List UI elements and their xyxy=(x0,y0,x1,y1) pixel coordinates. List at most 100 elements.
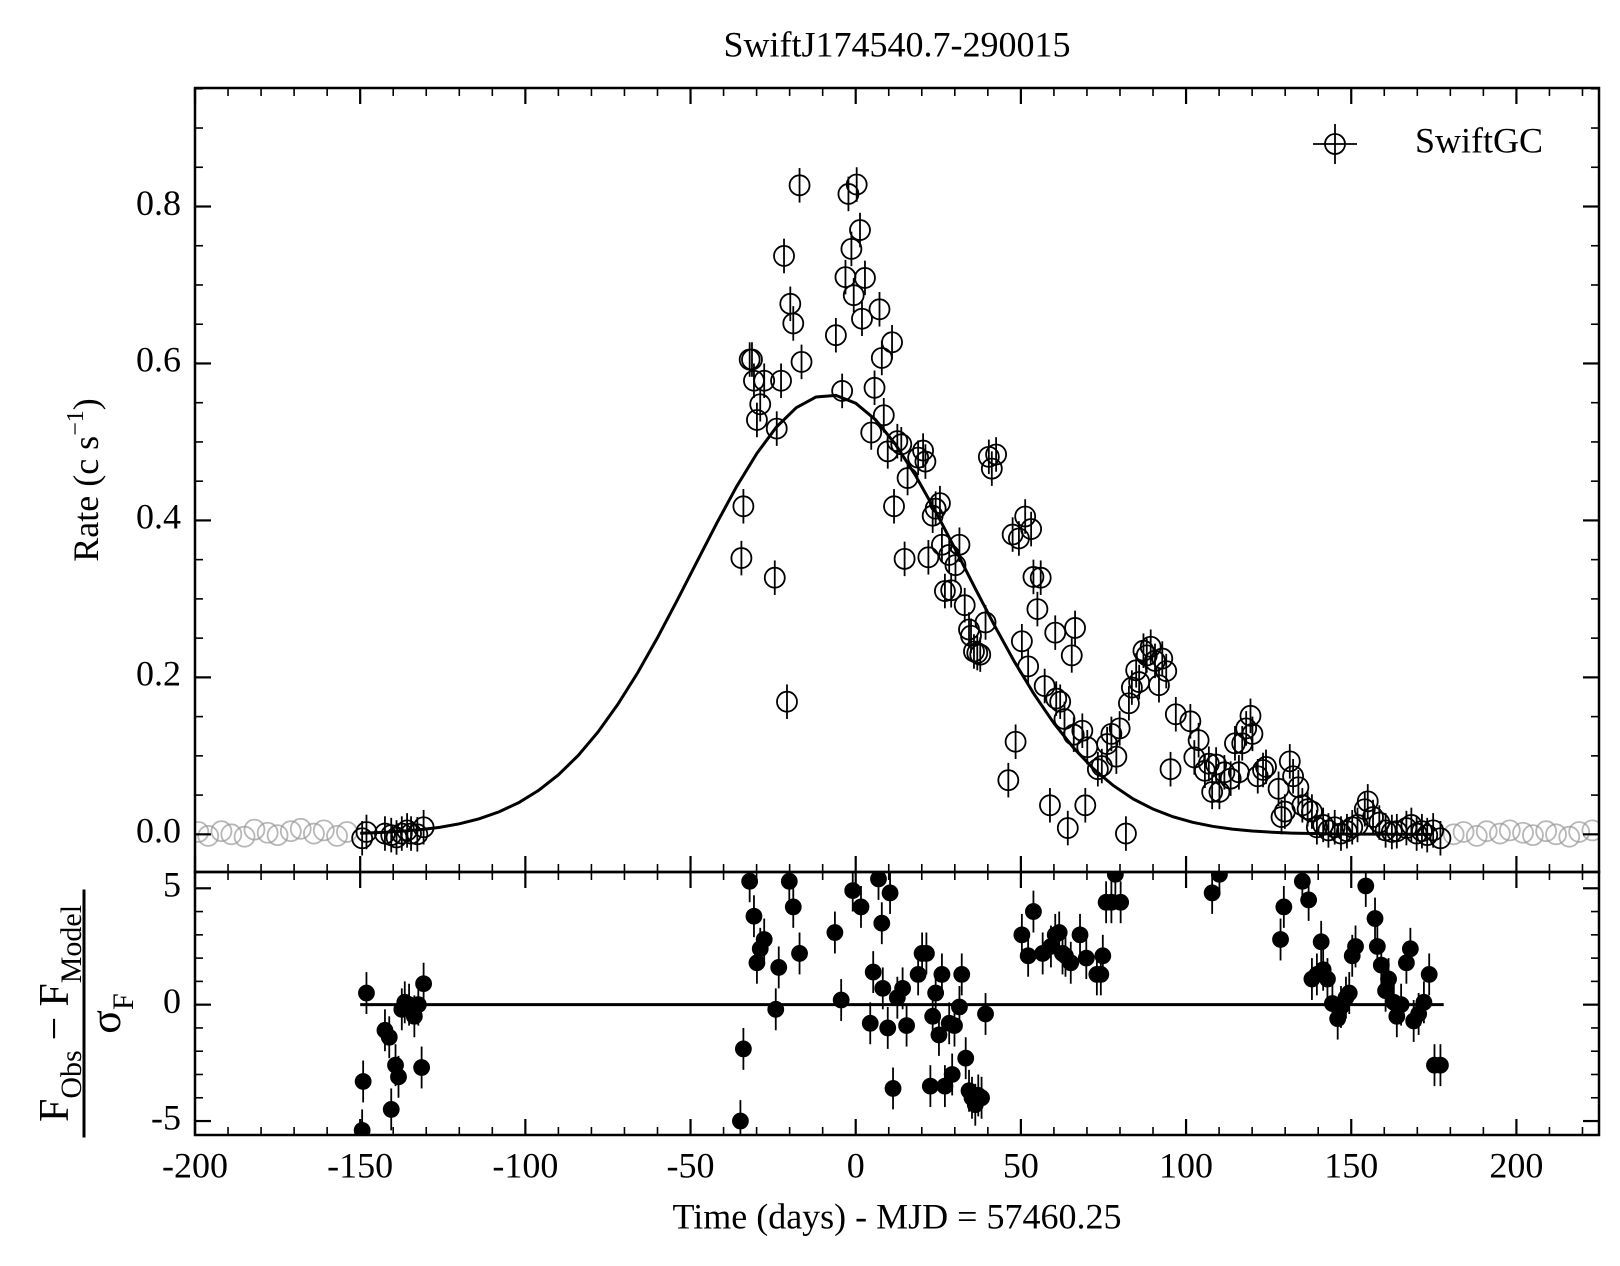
data-point xyxy=(355,821,378,843)
data-point xyxy=(1380,970,1397,988)
data-point xyxy=(412,816,435,839)
data-point xyxy=(782,312,805,335)
data-point xyxy=(1013,926,1031,944)
x-tick-label: -200 xyxy=(162,1145,228,1185)
data-point xyxy=(1159,758,1182,781)
data-point xyxy=(730,547,753,569)
data-point xyxy=(912,439,934,462)
data-point xyxy=(852,898,870,916)
plot-area xyxy=(195,167,1599,856)
data-point xyxy=(1106,872,1124,883)
data-point xyxy=(1432,1056,1449,1074)
data-point xyxy=(1112,893,1130,911)
data-point xyxy=(732,1112,749,1130)
data-point xyxy=(845,173,868,196)
data-point xyxy=(1019,947,1037,965)
x-tick-label: 50 xyxy=(1003,1145,1039,1185)
y-axis-label-part: F xyxy=(32,983,78,1006)
data-point xyxy=(874,979,892,997)
data-point xyxy=(921,1077,939,1095)
excluded-point xyxy=(256,821,279,844)
data-point xyxy=(1077,949,1095,967)
data-point xyxy=(1026,598,1049,620)
data-point xyxy=(831,380,854,402)
data-point xyxy=(1300,891,1318,909)
data-point xyxy=(770,369,792,392)
data-point xyxy=(948,533,971,556)
data-point xyxy=(854,267,876,289)
data-point xyxy=(1118,692,1140,715)
data-point xyxy=(1252,759,1274,781)
excluded-point xyxy=(195,821,210,843)
data-point xyxy=(864,963,882,981)
data-point xyxy=(1164,703,1187,726)
data-point xyxy=(1415,993,1433,1011)
data-point xyxy=(1401,940,1419,958)
data-point xyxy=(918,945,935,962)
data-point xyxy=(890,433,913,456)
data-point xyxy=(1105,745,1128,768)
data-point xyxy=(1347,938,1364,955)
data-point xyxy=(1062,954,1080,972)
data-point xyxy=(413,1059,431,1076)
y-axis-label-end: ) xyxy=(66,398,106,410)
data-point xyxy=(1270,806,1293,828)
x-tick-label: -150 xyxy=(327,1145,393,1185)
excluded-point xyxy=(243,818,266,841)
data-point xyxy=(745,907,763,925)
data-point xyxy=(863,376,886,399)
data-point xyxy=(753,369,776,392)
y-axis-label-text: Rate (c s xyxy=(66,436,106,562)
x-tick-label: 150 xyxy=(1324,1145,1378,1185)
excluded-point xyxy=(1581,819,1599,842)
x-tick-label: -50 xyxy=(667,1145,715,1185)
data-point xyxy=(977,1005,994,1023)
y-axis-label: Rate (c s−1) xyxy=(63,398,107,562)
data-point xyxy=(1017,655,1040,678)
plot-area xyxy=(353,872,1449,1135)
x-tick-label: 100 xyxy=(1159,1145,1213,1185)
data-point xyxy=(1071,719,1094,742)
excluded-point xyxy=(1498,819,1521,842)
data-point xyxy=(943,1066,961,1083)
data-point xyxy=(1205,753,1228,776)
data-point xyxy=(732,495,755,518)
data-point xyxy=(400,822,422,845)
legend-label: SwiftGC xyxy=(1415,120,1543,160)
data-point xyxy=(924,497,947,520)
data-point xyxy=(1010,630,1033,653)
data-point xyxy=(734,1040,752,1058)
data-point xyxy=(765,417,788,440)
data-point xyxy=(849,219,871,241)
data-point xyxy=(997,769,1020,792)
data-point xyxy=(791,945,808,962)
data-point xyxy=(1235,717,1258,740)
data-point xyxy=(1139,635,1162,658)
plot-frame xyxy=(193,870,1601,1137)
data-point xyxy=(354,1073,372,1090)
data-point xyxy=(1323,816,1346,839)
data-point xyxy=(872,404,895,427)
data-point xyxy=(974,611,997,634)
excluded-point xyxy=(312,819,335,842)
data-point xyxy=(1039,794,1061,817)
data-point xyxy=(898,1017,915,1035)
data-point xyxy=(1148,674,1170,697)
data-point xyxy=(914,450,937,473)
data-point xyxy=(767,1000,785,1018)
data-point xyxy=(927,984,945,1002)
data-point xyxy=(1319,970,1336,988)
data-point xyxy=(1255,755,1277,778)
data-point xyxy=(1004,730,1027,753)
data-point xyxy=(870,872,887,888)
data-point xyxy=(784,898,802,916)
data-point xyxy=(770,959,788,976)
data-point xyxy=(929,492,951,515)
data-point xyxy=(884,1080,902,1097)
y-tick-label: 0.2 xyxy=(136,654,181,694)
data-point xyxy=(1074,794,1097,817)
data-point xyxy=(881,884,899,902)
data-point xyxy=(741,348,763,371)
excluded-point xyxy=(1512,821,1534,844)
excluded-point xyxy=(220,823,243,846)
